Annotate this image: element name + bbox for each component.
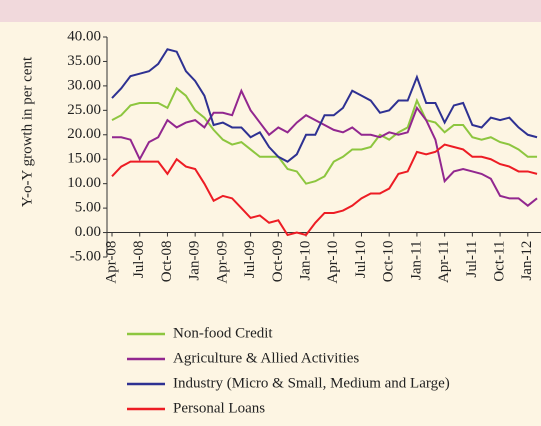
x-tick-label: Apr-09 xyxy=(214,241,230,284)
x-tick-label: Apr-08 xyxy=(103,241,119,284)
x-tick-label: Jul-09 xyxy=(242,241,258,278)
series-line xyxy=(111,86,538,185)
x-tick-label: Jan-11 xyxy=(408,241,424,280)
y-tick-label: 35.00 xyxy=(67,53,101,69)
series-line xyxy=(112,88,538,207)
legend-label: Agriculture & Allied Activities xyxy=(173,350,359,366)
y-tick-label: 40.00 xyxy=(67,28,101,44)
y-tick-label: 25.00 xyxy=(67,102,101,118)
y-tick-label: 15.00 xyxy=(67,151,101,167)
series-line xyxy=(111,48,538,163)
legend-label: Industry (Micro & Small, Medium and Larg… xyxy=(173,375,450,391)
x-tick-label: Jan-09 xyxy=(187,241,203,281)
x-tick-label: Oct-08 xyxy=(159,241,175,283)
x-tick-label: Oct-09 xyxy=(270,241,286,283)
x-tick-label: Oct-11 xyxy=(492,241,508,282)
legend-label: Personal Loans xyxy=(173,400,265,416)
x-tick-label: Jan-10 xyxy=(297,241,313,281)
y-tick-label: 5.00 xyxy=(75,200,101,216)
x-tick-label: Oct-10 xyxy=(381,241,397,283)
y-tick-label: 20.00 xyxy=(67,126,101,142)
x-tick-label: Jan-12 xyxy=(519,241,535,281)
x-tick-label: Jul-08 xyxy=(131,241,147,278)
y-tick-label: 30.00 xyxy=(67,77,101,93)
x-tick-label: Apr-10 xyxy=(325,241,341,284)
series-line xyxy=(111,143,538,237)
y-tick-label: 0.00 xyxy=(75,224,101,240)
plot xyxy=(111,48,538,237)
y-tick-label: 10.00 xyxy=(67,175,101,191)
y-axis-label: Y-o-Y growth in per cent xyxy=(19,56,35,207)
x-tick-label: Jul-11 xyxy=(464,241,480,278)
x-tick-label: Apr-11 xyxy=(436,241,452,283)
y-tick-label: -5.00 xyxy=(70,248,101,264)
header-band xyxy=(0,0,541,22)
legend-label: Non-food Credit xyxy=(173,325,273,341)
x-tick-label: Jul-10 xyxy=(353,241,369,278)
